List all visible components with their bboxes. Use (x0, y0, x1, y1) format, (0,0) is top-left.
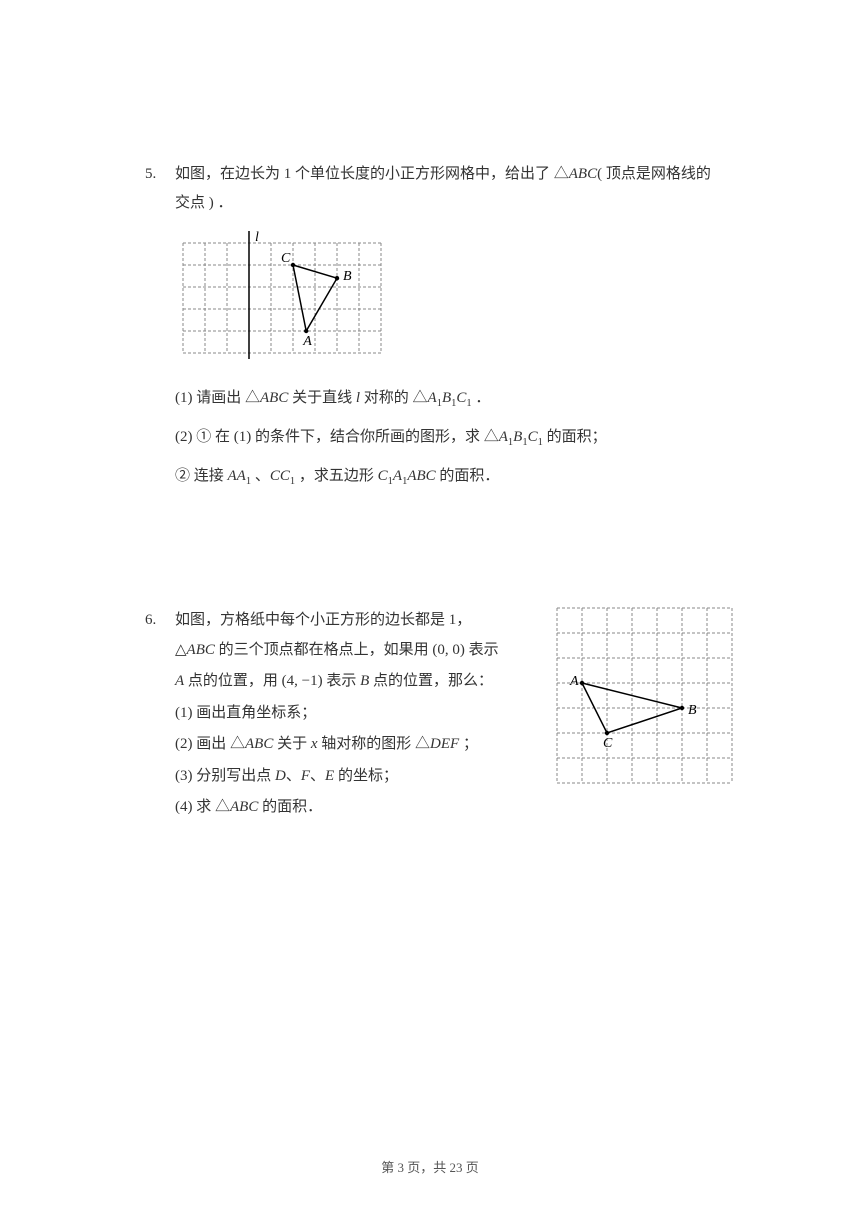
problem-5: 5. 如图，在边长为 1 个单位长度的小正方形网格中，给出了 △ABC( 顶点是… (145, 160, 740, 496)
svg-text:A: A (302, 334, 312, 349)
q5-intro1: 如图，在边长为 1 个单位长度的小正方形网格中，给出了 △ (175, 166, 569, 182)
q5-figure: l C B A (175, 229, 740, 361)
q5-p1-end: ． (472, 390, 491, 406)
svg-text:B: B (688, 703, 697, 718)
q5-part3: ② 连接 AA1 、CC1 ，求五边形 C1A1ABC 的面积． (175, 457, 740, 496)
svg-text:l: l (255, 230, 259, 245)
q6-p4-end: 的面积． (258, 799, 322, 815)
q5-p1-mid: 关于直线 (288, 390, 356, 406)
q6-part1: (1) 画出直角坐标系； (175, 698, 539, 730)
q6-p2-pre: (2) 画出 △ (175, 736, 245, 752)
q5-p2-end: 的面积； (543, 429, 607, 445)
q6-intro: 6. 如图，方格纸中每个小正方形的边长都是 1， (145, 606, 539, 635)
q6-p2-mid: 关于 (273, 736, 311, 752)
q6-p4-pre: (4) 求 △ (175, 799, 230, 815)
svg-text:A: A (569, 674, 579, 689)
q6-l3-post: 点的位置，那么： (369, 673, 493, 689)
footer-suf: 页 (463, 1160, 479, 1175)
q6-figure: A B C (549, 600, 740, 791)
q5-intro1b: ( 顶点是网格线的 (597, 166, 711, 182)
q5-intro-text: 如图，在边长为 1 个单位长度的小正方形网格中，给出了 △ABC( 顶点是网格线… (175, 160, 740, 217)
q6-l2-post: 的三个顶点都在格点上，如果用 (0, 0) 表示 (215, 642, 499, 658)
q6-line1: 如图，方格纸中每个小正方形的边长都是 1， (175, 606, 539, 635)
footer-mid: 页，共 (404, 1160, 450, 1175)
q6-line2: △ABC 的三个顶点都在格点上，如果用 (0, 0) 表示 (175, 635, 539, 667)
q5-p3-pre: ② 连接 (175, 468, 228, 484)
q5-part1: (1) 请画出 △ABC 关于直线 l 对称的 △A1B1C1 ． (175, 379, 740, 418)
svg-text:C: C (281, 251, 291, 266)
q5-p3-mid: ，求五边形 (295, 468, 378, 484)
q5-p1-mid2: 对称的 △ (360, 390, 428, 406)
footer-pre: 第 (381, 1160, 397, 1175)
q6-p2-end: ； (459, 736, 478, 752)
problem-6: 6. 如图，方格纸中每个小正方形的边长都是 1， △ABC 的三个顶点都在格点上… (145, 606, 740, 824)
q5-intro: 5. 如图，在边长为 1 个单位长度的小正方形网格中，给出了 △ABC( 顶点是… (145, 160, 740, 217)
q6-number: 6. (145, 606, 175, 635)
q6-part3: (3) 分别写出点 D、F、E 的坐标； (175, 761, 539, 793)
q5-p1-pre: (1) 请画出 △ (175, 390, 260, 406)
q5-p2-pre: (2) ① 在 (1) 的条件下，结合你所画的图形，求 △ (175, 429, 499, 445)
q6-l2-pre: △ (175, 642, 187, 658)
q6-p3-end: 的坐标； (334, 768, 398, 784)
q5-number: 5. (145, 160, 175, 189)
q6-l3-mid: 点的位置，用 (4, −1) 表示 (184, 673, 360, 689)
svg-text:C: C (603, 736, 613, 751)
q6-p3-pre: (3) 分别写出点 (175, 768, 275, 784)
footer-total: 23 (450, 1160, 463, 1175)
q6-part2: (2) 画出 △ABC 关于 x 轴对称的图形 △DEF ； (175, 729, 539, 761)
q5-p3-end: 的面积． (436, 468, 500, 484)
q6-part4: (4) 求 △ABC 的面积． (175, 792, 539, 824)
q6-line3: A 点的位置，用 (4, −1) 表示 B 点的位置，那么： (175, 666, 539, 698)
q5-part2: (2) ① 在 (1) 的条件下，结合你所画的图形，求 △A1B1C1 的面积； (175, 418, 740, 457)
q5-intro2: 交点 ) ． (175, 195, 233, 211)
q6-p2-mid2: 轴对称的图形 △ (318, 736, 431, 752)
svg-text:B: B (343, 269, 352, 284)
page-footer: 第 3 页，共 23 页 (0, 1157, 860, 1176)
